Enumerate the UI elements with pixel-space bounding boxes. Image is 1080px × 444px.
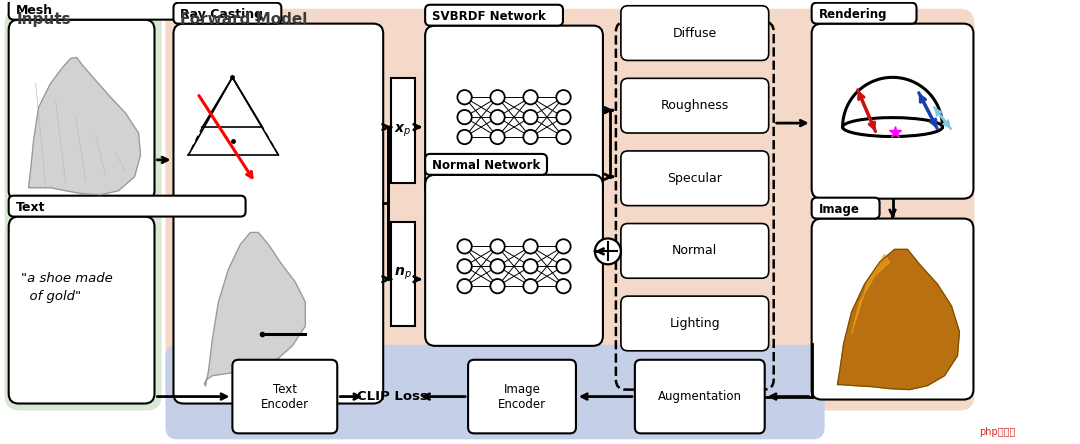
Circle shape [458, 130, 472, 144]
Text: Forward Model: Forward Model [180, 12, 308, 27]
FancyBboxPatch shape [174, 3, 281, 24]
Text: Augmentation: Augmentation [658, 390, 742, 403]
Circle shape [458, 239, 472, 254]
Text: "a shoe made
  of gold": "a shoe made of gold" [21, 272, 112, 303]
Text: Specular: Specular [667, 172, 723, 185]
FancyBboxPatch shape [9, 196, 245, 217]
FancyBboxPatch shape [9, 0, 245, 20]
Text: Text
Encoder: Text Encoder [260, 383, 309, 411]
Polygon shape [838, 250, 959, 389]
FancyBboxPatch shape [232, 360, 337, 433]
Text: CLIP Loss: CLIP Loss [356, 390, 428, 403]
FancyBboxPatch shape [426, 154, 546, 175]
Text: Rendering: Rendering [819, 8, 887, 21]
Circle shape [490, 110, 504, 124]
Text: $\boldsymbol{n}_p$: $\boldsymbol{n}_p$ [394, 266, 413, 282]
Text: Normal Network: Normal Network [432, 159, 540, 172]
Text: Image
Encoder: Image Encoder [498, 383, 546, 411]
FancyBboxPatch shape [426, 5, 563, 26]
Circle shape [458, 90, 472, 104]
Circle shape [490, 239, 504, 254]
Text: Text: Text [16, 201, 45, 214]
Text: Diffuse: Diffuse [673, 27, 717, 40]
FancyBboxPatch shape [426, 26, 603, 197]
Circle shape [556, 90, 570, 104]
Text: php中文网: php中文网 [980, 427, 1016, 437]
FancyBboxPatch shape [9, 20, 154, 201]
FancyBboxPatch shape [391, 78, 415, 183]
Circle shape [458, 110, 472, 124]
Circle shape [556, 130, 570, 144]
FancyBboxPatch shape [9, 217, 154, 404]
FancyBboxPatch shape [621, 151, 769, 206]
Text: Mesh: Mesh [16, 4, 53, 17]
Circle shape [524, 90, 538, 104]
FancyBboxPatch shape [812, 218, 973, 400]
FancyBboxPatch shape [621, 6, 769, 60]
Text: Image: Image [819, 203, 860, 216]
Circle shape [556, 279, 570, 293]
Text: Inputs: Inputs [16, 12, 71, 27]
Polygon shape [204, 233, 306, 386]
Circle shape [556, 110, 570, 124]
Circle shape [490, 130, 504, 144]
FancyBboxPatch shape [165, 9, 974, 411]
Text: SVBRDF Network: SVBRDF Network [432, 10, 545, 23]
Polygon shape [852, 254, 890, 334]
Circle shape [524, 110, 538, 124]
Circle shape [524, 259, 538, 274]
Ellipse shape [842, 118, 943, 136]
Circle shape [556, 259, 570, 274]
Circle shape [458, 259, 472, 274]
FancyBboxPatch shape [426, 175, 603, 346]
FancyBboxPatch shape [391, 222, 415, 326]
Circle shape [524, 130, 538, 144]
FancyBboxPatch shape [4, 9, 162, 411]
FancyBboxPatch shape [621, 78, 769, 133]
FancyBboxPatch shape [621, 296, 769, 351]
FancyBboxPatch shape [635, 360, 765, 433]
Circle shape [524, 239, 538, 254]
Circle shape [490, 259, 504, 274]
FancyBboxPatch shape [468, 360, 576, 433]
Text: Ray Casting: Ray Casting [180, 8, 264, 21]
Text: Lighting: Lighting [670, 317, 720, 330]
Circle shape [524, 279, 538, 293]
FancyBboxPatch shape [812, 3, 917, 24]
FancyBboxPatch shape [174, 24, 383, 404]
FancyBboxPatch shape [165, 345, 825, 439]
FancyBboxPatch shape [812, 198, 879, 218]
Circle shape [556, 239, 570, 254]
FancyBboxPatch shape [812, 24, 973, 198]
Polygon shape [29, 57, 140, 194]
FancyBboxPatch shape [621, 223, 769, 278]
Circle shape [490, 279, 504, 293]
Text: Normal: Normal [672, 244, 717, 258]
Text: $\boldsymbol{x}_p$: $\boldsymbol{x}_p$ [394, 123, 411, 139]
Circle shape [595, 238, 621, 264]
Circle shape [458, 279, 472, 293]
Text: Roughness: Roughness [661, 99, 729, 112]
Circle shape [490, 90, 504, 104]
